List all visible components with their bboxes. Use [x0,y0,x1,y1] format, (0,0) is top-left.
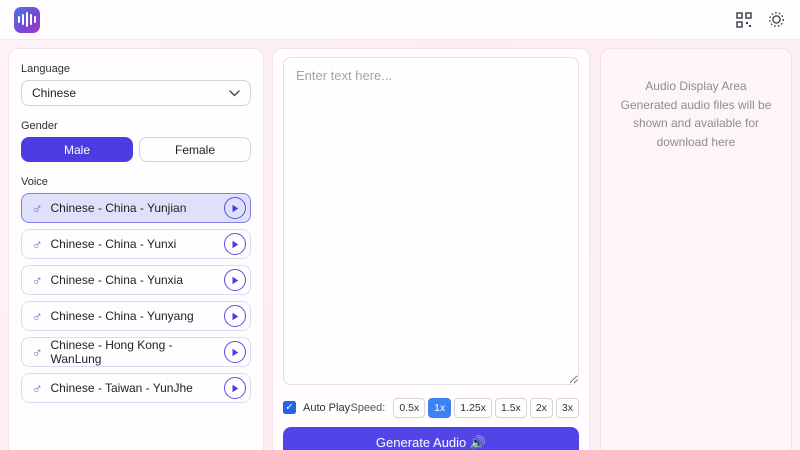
speed-label: Speed: [350,401,386,414]
top-bar [0,0,800,40]
language-selected-value: Chinese [32,86,77,100]
speed-button-3x[interactable]: 3x [555,397,579,418]
play-voice-button[interactable] [224,269,246,291]
chevron-down-icon [229,89,240,96]
gender-female-button[interactable]: Female [139,137,251,162]
speed-button-2x[interactable]: 2x [529,397,553,418]
voice-list: ♂ Chinese - China - Yunjian ♂ Chinese - Chi… [21,193,251,403]
voice-item-label: Chinese - China - Yunxi [50,237,177,251]
male-gender-icon: ♂ [32,344,43,360]
male-gender-icon: ♂ [32,272,43,288]
voice-settings-panel: Language Chinese Gender Male Female Voic… [8,48,264,450]
male-gender-icon: ♂ [32,236,43,252]
play-voice-button[interactable] [224,233,246,255]
male-gender-icon: ♂ [32,380,43,396]
qr-code-icon[interactable] [734,10,754,30]
play-icon [232,276,239,284]
play-icon [232,204,239,212]
play-voice-button[interactable] [224,377,246,399]
voice-item-label: Chinese - Hong Kong - WanLung [50,338,173,366]
language-label: Language [21,63,70,75]
text-input[interactable] [283,57,579,385]
play-voice-button[interactable] [224,197,246,219]
voice-item[interactable]: ♂ Chinese - China - Yunxi [21,229,251,259]
audio-display-panel: Audio Display Area Generated audio files… [600,48,792,450]
voice-label: Voice [21,176,48,188]
voice-item-label: Chinese - China - Yunxia [50,273,184,287]
voice-item[interactable]: ♂ Chinese - China - Yunyang [21,301,251,331]
speed-button-1x[interactable]: 1x [428,397,452,418]
speed-button-1.5x[interactable]: 1.5x [494,397,527,418]
gender-male-button[interactable]: Male [21,137,133,162]
speed-button-group: 0.5x 1x 1.25x 1.5x 2x 3x [390,397,579,418]
speed-button-1.25x[interactable]: 1.25x [454,397,492,418]
voice-item-label: Chinese - China - Yunjian [50,201,187,215]
voice-item-label: Chinese - Taiwan - YunJhe [50,381,193,395]
autoplay-toggle[interactable]: ✓ Auto Play [283,401,351,415]
app-logo-audio-waveform-icon [14,6,40,33]
speed-button-0.5x[interactable]: 0.5x [393,397,426,418]
voice-item-label: Chinese - China - Yunyang [50,309,194,323]
voice-item[interactable]: ♂ Chinese - China - Yunxia [21,265,251,295]
theme-toggle-sun-icon[interactable] [766,10,786,30]
playback-controls: ✓ Auto Play Speed: 0.5x 1x 1.25x 1.5x 2x 3x [283,397,579,418]
play-icon [232,348,239,356]
language-select[interactable]: Chinese [21,80,251,106]
audio-display-title: Audio Display Area [645,79,747,93]
play-voice-button[interactable] [224,305,246,327]
generate-audio-button[interactable]: Generate Audio 🔊 [283,426,579,450]
play-icon [232,312,239,320]
male-gender-icon: ♂ [32,308,43,324]
voice-item[interactable]: ♂ Chinese - Taiwan - YunJhe [21,373,251,403]
autoplay-checkbox-checked-icon[interactable]: ✓ [283,401,296,415]
voice-item[interactable]: ♂ Chinese - China - Yunjian [21,193,251,223]
autoplay-label: Auto Play [303,401,351,414]
play-icon [232,240,239,248]
play-icon [232,384,239,392]
audio-display-description: Generated audio files will be shown and … [620,97,772,149]
main-content: Language Chinese Gender Male Female Voic… [0,40,800,450]
voice-item[interactable]: ♂ Chinese - Hong Kong - WanLung [21,337,251,367]
play-voice-button[interactable] [224,341,246,363]
gender-label: Gender [21,120,58,132]
male-gender-icon: ♂ [32,200,43,216]
gender-toggle: Male Female [21,137,251,162]
